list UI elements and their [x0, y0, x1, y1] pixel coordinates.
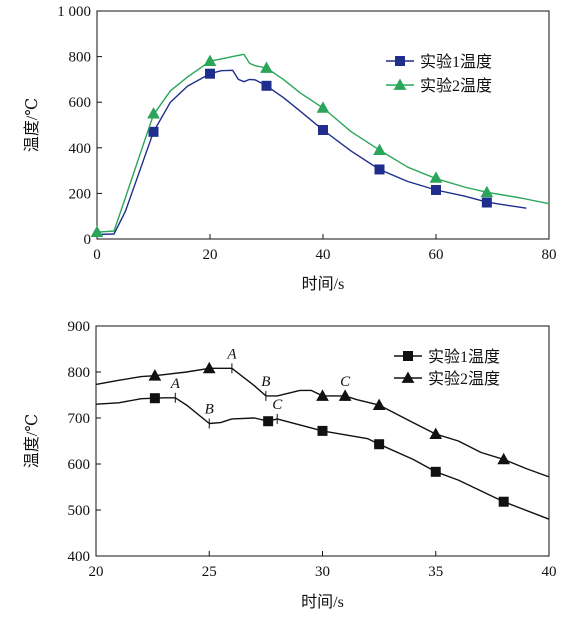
x-tick-label: 40 [542, 564, 557, 580]
series-1 [96, 68, 527, 236]
series-1: AB C [95, 376, 550, 520]
x-tick-label: 40 [316, 247, 331, 263]
data-point [374, 164, 385, 175]
legend-label: 实验1温度 [428, 348, 500, 366]
y-tick-label: 700 [68, 411, 91, 427]
data-point [202, 361, 216, 374]
y-tick-label: 1 000 [57, 4, 91, 20]
y-tick-label: 400 [69, 141, 92, 157]
data-point [498, 496, 509, 507]
x-axis-label: 时间/s [301, 593, 344, 611]
legend-label: 实验1温度 [420, 53, 492, 71]
series-2 [90, 53, 550, 238]
data-point [148, 369, 162, 381]
y-axis-label: 温度/℃ [23, 98, 41, 152]
data-point [481, 197, 492, 208]
series-line [95, 397, 550, 520]
data-point [90, 225, 104, 238]
y-tick-label: 600 [68, 457, 91, 473]
data-point [147, 107, 160, 119]
legend-label: 实验2温度 [428, 370, 500, 388]
data-point [497, 452, 511, 465]
x-tick-label: 35 [428, 564, 443, 580]
y-tick-label: 200 [69, 186, 92, 202]
legend-marker [395, 56, 405, 66]
annotation-label: A [226, 346, 237, 362]
y-tick-label: 800 [68, 365, 91, 381]
y-tick-label: 500 [68, 503, 91, 519]
data-point [480, 185, 494, 198]
data-point [261, 80, 272, 91]
data-point [429, 427, 443, 439]
legend-marker [403, 351, 413, 361]
annotation-label: C [272, 397, 283, 413]
data-point [430, 466, 441, 477]
legend-label: 实验2温度 [420, 77, 492, 95]
data-point [374, 439, 385, 450]
series-2: AB C [95, 346, 550, 478]
data-point [372, 398, 386, 411]
y-tick-label: 400 [68, 549, 91, 565]
y-tick-label: 0 [84, 232, 92, 248]
x-tick-label: 80 [542, 247, 557, 263]
y-tick-label: 900 [68, 319, 91, 335]
y-tick-label: 800 [69, 50, 92, 66]
legend-marker [393, 78, 407, 90]
data-point [148, 126, 159, 137]
x-tick-label: 20 [203, 247, 218, 263]
series-line [95, 367, 550, 478]
annotation-label: A [170, 376, 181, 392]
data-point [373, 143, 386, 155]
annotation-label: C [340, 374, 351, 390]
data-point [260, 61, 273, 73]
data-point [263, 416, 274, 427]
annotation-label: B [261, 374, 270, 390]
x-tick-label: 60 [429, 247, 444, 263]
plot-frame [96, 10, 550, 240]
data-point [431, 184, 441, 195]
y-axis-label: 温度/℃ [23, 414, 41, 468]
annotation-label: B [205, 402, 214, 418]
x-tick-label: 25 [202, 564, 217, 580]
x-tick-label: 0 [93, 247, 101, 263]
x-tick-label: 20 [89, 564, 104, 580]
data-point [149, 393, 160, 404]
x-tick-label: 30 [315, 564, 330, 580]
data-point [317, 425, 328, 436]
data-point [316, 101, 330, 113]
legend-marker [401, 371, 415, 383]
data-point [203, 54, 217, 67]
x-axis-label: 时间/s [302, 275, 345, 293]
data-point [205, 68, 215, 79]
data-point [318, 125, 328, 136]
y-tick-label: 600 [69, 95, 92, 111]
data-point [316, 389, 329, 401]
data-point [429, 171, 443, 183]
